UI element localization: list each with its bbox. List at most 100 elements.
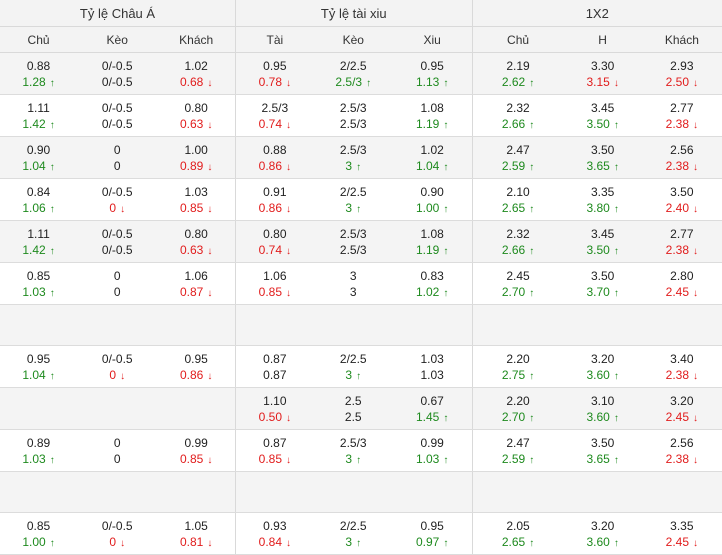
col-home-opening-value: 0.85 (0, 512, 78, 534)
col-1x2-home-opening-value: 2.47 (472, 136, 564, 158)
col-under-current-value: 1.13 (416, 75, 440, 89)
arrow-up-icon: ↑ (529, 78, 535, 89)
col-under-current-value: 0.97 (416, 535, 440, 549)
arrow-down-icon: ↓ (693, 413, 699, 424)
arrow-up-icon: ↑ (613, 413, 619, 424)
col-line-current-value: 3 (349, 285, 357, 299)
empty-cell (77, 304, 158, 346)
col-under-current-value: 1.00 (416, 201, 440, 215)
col-home-current-cell: 1.28 ↑ (0, 74, 78, 95)
col-home-current-cell: 1.04 ↑ (0, 367, 78, 388)
arrow-up-icon: ↑ (613, 538, 619, 549)
col-away-current-value: 0.63 (179, 117, 204, 131)
col-over-current-value: 0.74 (258, 117, 282, 131)
odds-row-current: 1.03 ↑ 0 0.85 ↓ 0.85 ↓ 3 ↑ 1.03 ↑ 2.59 ↑ 3.65 ↑ 2.38 ↓ (0, 451, 722, 472)
col-home-current-cell: 1.03 ↑ (0, 451, 78, 472)
col-1x2-home-current-cell: 2.66 ↑ (472, 242, 564, 263)
col-handicap-opening-value: 0 (77, 262, 158, 284)
col-1x2-away-opening-value: 2.77 (641, 94, 722, 116)
col-away-current-value: 0.89 (179, 159, 204, 173)
col-1x2-draw-current-value: 3.60 (586, 410, 610, 424)
col-1x2-away-current-cell: 2.38 ↓ (641, 116, 722, 137)
col-away-opening-value: 0.80 (157, 220, 237, 242)
col-1x2-home-header: Chủ (472, 26, 564, 53)
arrow-down-icon: ↓ (286, 204, 291, 215)
col-away-current-cell: 0.81 ↓ (157, 534, 237, 555)
col-over-current-value: 0.85 (258, 452, 282, 466)
arrow-down-icon: ↓ (207, 204, 213, 215)
col-1x2-draw-current-value: 3.60 (586, 368, 610, 382)
odds-row-current: 1.03 ↑ 0 0.87 ↓ 0.85 ↓ 3 1.02 ↑ 2.70 ↑ 3.70 ↑ 2.45 ↓ (0, 284, 722, 305)
empty-cell (392, 304, 473, 346)
arrow-down-icon: ↓ (286, 288, 291, 299)
col-1x2-away-opening-value: 2.93 (641, 52, 722, 74)
col-1x2-home-current-value: 2.65 (501, 535, 526, 549)
col-line-current-cell: 3 ↑ (313, 367, 393, 388)
col-away-current-value: 0.68 (179, 75, 204, 89)
empty-cell (77, 471, 158, 513)
col-over-current-value: 0.84 (258, 535, 282, 549)
col-1x2-away-opening-value: 3.40 (641, 345, 722, 367)
col-line-current-cell: 2.5/3 (313, 242, 393, 263)
col-line-current-cell: 2.5 (313, 409, 393, 430)
col-1x2-draw-current-cell: 3.80 ↑ (563, 200, 642, 221)
col-handicap-current-value: 0/-0.5 (101, 75, 133, 89)
col-over-opening-value: 0.91 (235, 178, 314, 200)
col-handicap-header: Kèo (77, 26, 158, 53)
col-handicap-opening-value: 0/-0.5 (77, 178, 158, 200)
col-over-opening-value: 0.80 (235, 220, 314, 242)
arrow-up-icon: ↑ (529, 455, 535, 466)
col-1x2-away-current-value: 2.38 (665, 117, 690, 131)
arrow-down-icon: ↓ (120, 538, 126, 549)
col-1x2-home-opening-value: 2.20 (472, 387, 564, 409)
arrow-up-icon: ↑ (613, 371, 619, 382)
col-1x2-away-current-cell: 2.50 ↓ (641, 74, 722, 95)
col-1x2-away-opening-value: 3.50 (641, 178, 722, 200)
odds-row-opening: 1.11 0/-0.5 0.80 2.5/3 2.5/3 1.08 2.32 3.45 2.77 (0, 94, 722, 116)
empty-odds-row (0, 304, 722, 346)
col-line-current-cell: 3 ↑ (313, 200, 393, 221)
col-line-opening-value: 2.5/3 (313, 220, 393, 242)
col-1x2-home-current-value: 2.59 (501, 452, 526, 466)
col-line-current-value: 3 (345, 201, 353, 215)
arrow-down-icon: ↓ (693, 246, 699, 257)
col-under-opening-value: 1.02 (392, 136, 473, 158)
col-1x2-away-opening-value: 3.20 (641, 387, 722, 409)
empty-cell (563, 471, 642, 513)
col-handicap-current-value: 0 (113, 285, 121, 299)
col-1x2-home-current-cell: 2.66 ↑ (472, 116, 564, 137)
arrow-up-icon: ↑ (366, 78, 372, 89)
arrow-down-icon: ↓ (207, 455, 213, 466)
col-handicap-opening-value: 0/-0.5 (77, 94, 158, 116)
col-away-opening-value: 1.06 (157, 262, 237, 284)
col-1x2-home-current-value: 2.70 (501, 285, 526, 299)
arrow-down-icon: ↓ (286, 78, 291, 89)
column-header-row: Chủ Kèo Khách Tài Kèo Xiu Chủ H Khách (0, 26, 722, 53)
col-line-current-value: 2.5/3 (339, 243, 367, 257)
arrow-up-icon: ↑ (529, 162, 535, 173)
col-1x2-draw-opening-value: 3.10 (563, 387, 642, 409)
col-home-opening-value: 1.11 (0, 94, 78, 116)
col-away-header: Khách (157, 26, 237, 53)
arrow-up-icon: ↑ (443, 455, 449, 466)
col-1x2-away-opening-value: 3.35 (641, 512, 722, 534)
col-away-opening-value: 1.02 (157, 52, 237, 74)
col-line-header: Kèo (313, 26, 393, 53)
col-1x2-draw-current-value: 3.80 (586, 201, 610, 215)
odds-row-current: 1.42 ↑ 0/-0.5 0.63 ↓ 0.74 ↓ 2.5/3 1.19 ↑ 2.66 ↑ 3.50… (0, 242, 722, 263)
arrow-up-icon: ↑ (49, 120, 55, 131)
col-handicap-current-cell (77, 409, 158, 430)
col-under-header: Xiu (392, 26, 473, 53)
col-1x2-draw-current-cell: 3.65 ↑ (563, 158, 642, 179)
arrow-down-icon: ↓ (693, 162, 699, 173)
empty-cell (563, 304, 642, 346)
col-home-current-cell (0, 409, 78, 430)
col-handicap-opening-value: 0/-0.5 (77, 220, 158, 242)
col-under-current-cell: 1.04 ↑ (392, 158, 473, 179)
arrow-up-icon: ↑ (443, 413, 449, 424)
col-1x2-home-opening-value: 2.19 (472, 52, 564, 74)
col-line-opening-value: 3 (313, 262, 393, 284)
col-1x2-draw-opening-value: 3.20 (563, 512, 642, 534)
col-line-current-cell: 3 ↑ (313, 158, 393, 179)
col-1x2-draw-opening-value: 3.45 (563, 94, 642, 116)
